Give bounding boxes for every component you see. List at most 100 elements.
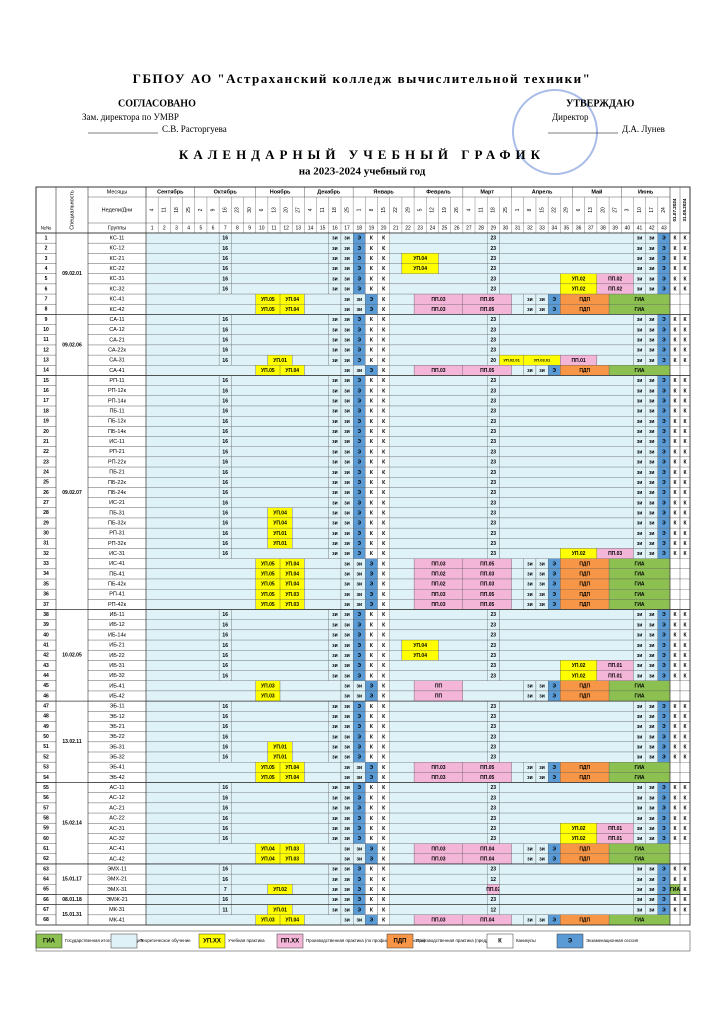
cell-text: К: [683, 358, 687, 364]
cell-text: Э: [370, 297, 374, 303]
cell-text: К: [683, 490, 687, 496]
cell-text: 16: [222, 266, 228, 272]
row-number: 33: [43, 561, 49, 567]
cell-text: зи: [637, 877, 643, 883]
schedule-cell: [389, 558, 415, 569]
cell-text: зи: [649, 795, 655, 801]
schedule-cell: [292, 904, 329, 915]
schedule-cell: [511, 365, 524, 376]
cell-text: 23: [491, 551, 497, 557]
cell-text: К: [683, 337, 687, 343]
group-name: АС-32: [109, 836, 124, 842]
schedule-cell: [389, 578, 415, 590]
cell-text: К: [673, 806, 677, 812]
cell-text: 16: [222, 287, 228, 293]
schedule-cell: [231, 741, 269, 753]
cell-text: ПДП: [579, 683, 590, 689]
cell-text: К: [382, 521, 386, 527]
legend-swatch: [486, 933, 514, 949]
row-number: 23: [43, 459, 49, 465]
week-number: 6: [212, 225, 215, 231]
cell-text: К: [370, 480, 374, 486]
cell-text: Э: [357, 429, 361, 435]
cell-text: 23: [491, 348, 497, 354]
schedule-cell: [145, 599, 256, 610]
schedule-cell: [145, 477, 220, 488]
header-bg: [35, 186, 691, 234]
group-name: СА-12: [109, 327, 124, 333]
cell-text: Э: [370, 683, 374, 689]
cell-text: зи: [332, 826, 338, 832]
week-number: 32: [527, 225, 533, 231]
week-date: 10: [637, 207, 643, 213]
cell-text: зи: [637, 490, 643, 496]
cell-text: К: [673, 337, 677, 343]
schedule-cell: [231, 782, 329, 793]
cell-text: Э: [357, 724, 361, 730]
cell-text: УП.04: [413, 256, 427, 262]
schedule-cell: [231, 629, 329, 641]
row-number: 32: [43, 551, 49, 557]
week-date: 22: [393, 207, 399, 213]
month-name: Апрель: [532, 189, 553, 195]
schedule-cell: [145, 894, 220, 905]
week-number: 11: [271, 225, 276, 231]
schedule-cell: [145, 772, 256, 783]
cell-text: зи: [527, 683, 533, 689]
cell-text: УП.02: [572, 836, 586, 842]
cell-text: К: [683, 622, 687, 628]
row-number: 40: [43, 632, 49, 638]
approved-name: Д.А. Лунев: [622, 124, 665, 134]
legend-text: Государственная итоговая аттестация: [65, 938, 143, 943]
cell-text: К: [683, 877, 687, 883]
cell-text: УП.05: [261, 307, 275, 313]
schedule-cell: [389, 446, 488, 458]
row-number: 59: [43, 826, 49, 832]
cell-text: Э: [357, 439, 361, 445]
cell-text: зи: [344, 734, 350, 740]
cell-text: 16: [222, 531, 228, 537]
cell-text: 16: [222, 327, 228, 333]
cell-text: 16: [222, 541, 228, 547]
schedule-cell: [304, 853, 342, 865]
cell-text: зи: [344, 867, 350, 873]
cell-text: ГИА: [635, 765, 645, 771]
cell-text: зи: [649, 867, 655, 873]
cell-text: зи: [637, 460, 643, 466]
week-number: 37: [588, 225, 594, 231]
cell-text: ПДП: [579, 846, 590, 852]
schedule-cell: [389, 497, 488, 508]
cell-text: зи: [649, 897, 655, 903]
schedule-cell: [389, 599, 415, 610]
cell-text: 16: [222, 470, 228, 476]
schedule-cell: [231, 711, 329, 722]
schedule-cell: [231, 497, 329, 508]
row-number: 55: [43, 785, 49, 791]
cell-text: зи: [332, 887, 338, 893]
cell-text: ПДП: [579, 561, 590, 567]
schedule-cell: [389, 426, 488, 437]
cell-text: зи: [649, 826, 655, 832]
cell-text: К: [673, 510, 677, 516]
week-date: 20: [600, 207, 606, 213]
cell-text: УП.02: [572, 673, 586, 679]
cell-text: Э: [357, 409, 361, 415]
cell-text: К: [370, 460, 374, 466]
cell-text: Э: [662, 317, 666, 323]
cell-text: Э: [357, 643, 361, 649]
week-date: 11: [478, 207, 484, 212]
schedule-cell: [389, 700, 488, 712]
cell-text: зи: [637, 622, 643, 628]
cell-text: К: [382, 582, 386, 588]
cell-text: зи: [332, 378, 338, 384]
cell-text: зи: [344, 266, 350, 272]
cell-text: К: [683, 541, 687, 547]
row-number: 16: [43, 388, 49, 394]
schedule-cell: [304, 914, 342, 926]
week-date: 24: [661, 207, 667, 213]
cell-text: зи: [637, 449, 643, 455]
cell-text: К: [382, 897, 386, 903]
cell-text: 7: [224, 887, 227, 893]
cell-text: К: [683, 907, 687, 913]
